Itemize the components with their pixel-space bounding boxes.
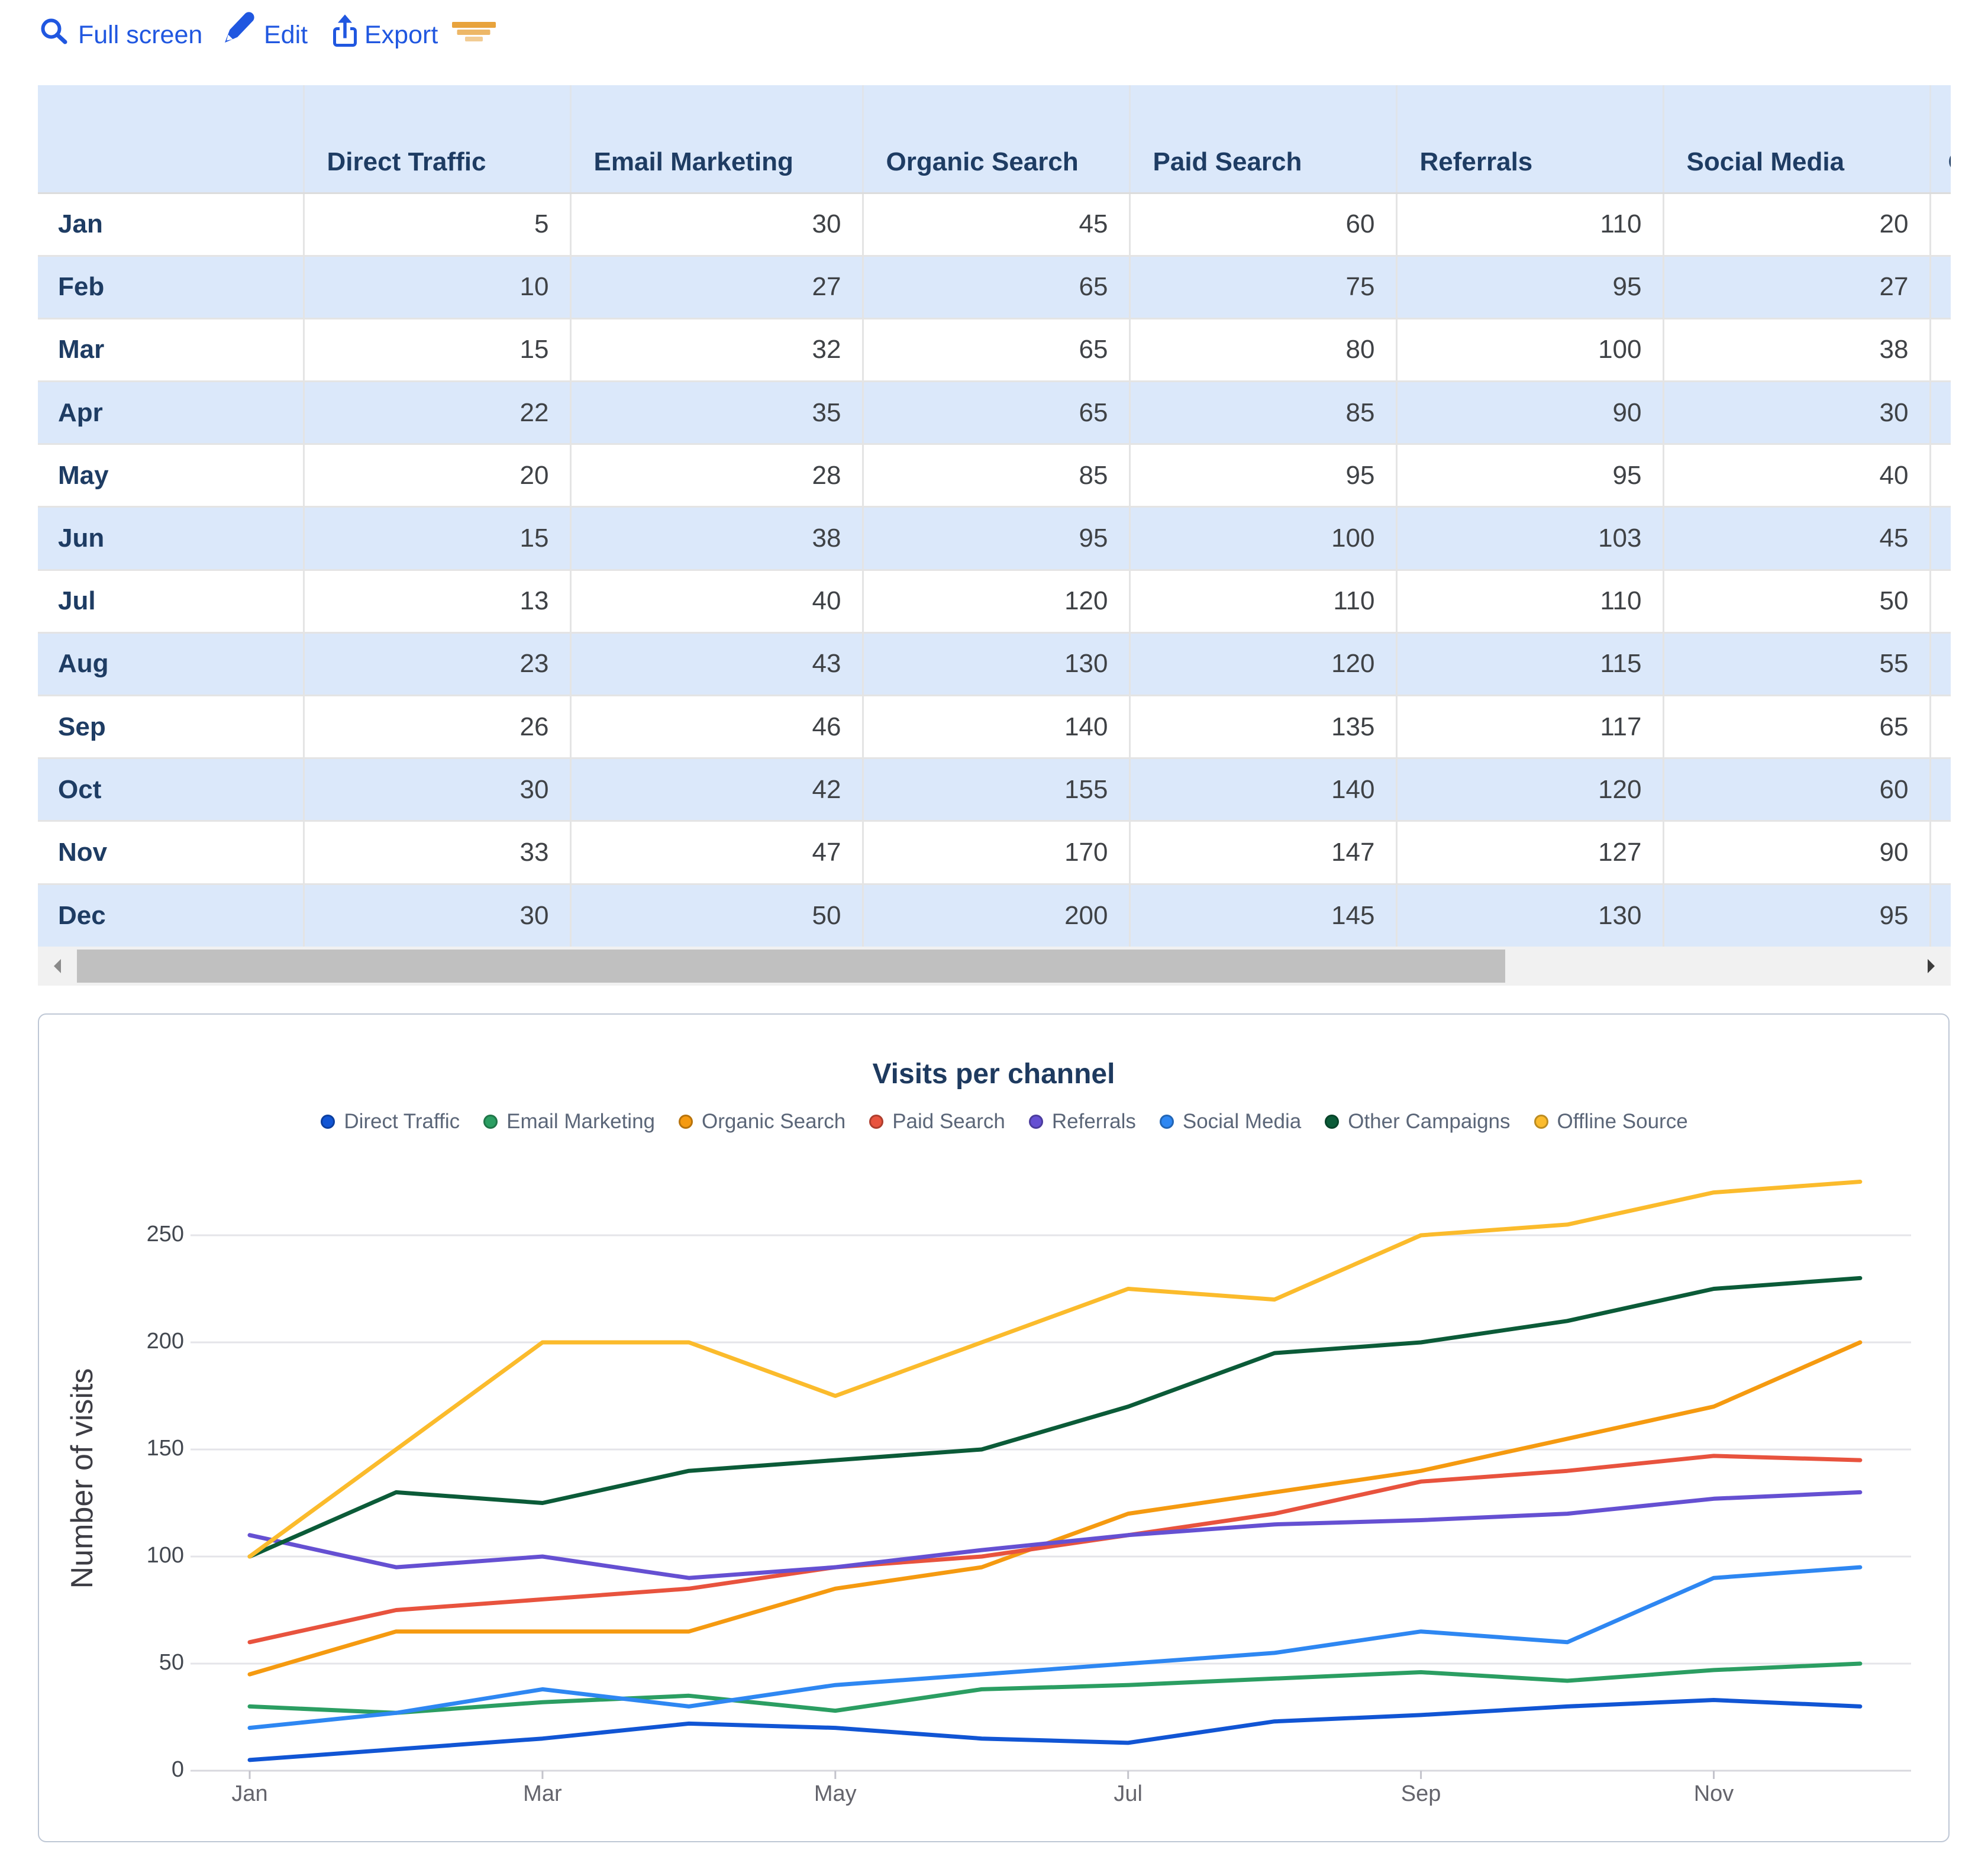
svg-text:150: 150 (147, 1436, 184, 1461)
svg-text:Jan: Jan (231, 1781, 267, 1806)
svg-text:100: 100 (147, 1543, 184, 1568)
svg-text:Number of visits: Number of visits (65, 1368, 99, 1589)
svg-text:200: 200 (147, 1329, 184, 1354)
svg-text:Sep: Sep (1401, 1781, 1441, 1806)
svg-text:0: 0 (172, 1757, 184, 1782)
svg-text:Jul: Jul (1114, 1781, 1143, 1806)
svg-text:Mar: Mar (523, 1781, 562, 1806)
svg-text:250: 250 (147, 1222, 184, 1247)
svg-text:50: 50 (159, 1650, 184, 1675)
svg-text:Nov: Nov (1694, 1781, 1734, 1806)
svg-text:May: May (814, 1781, 857, 1806)
